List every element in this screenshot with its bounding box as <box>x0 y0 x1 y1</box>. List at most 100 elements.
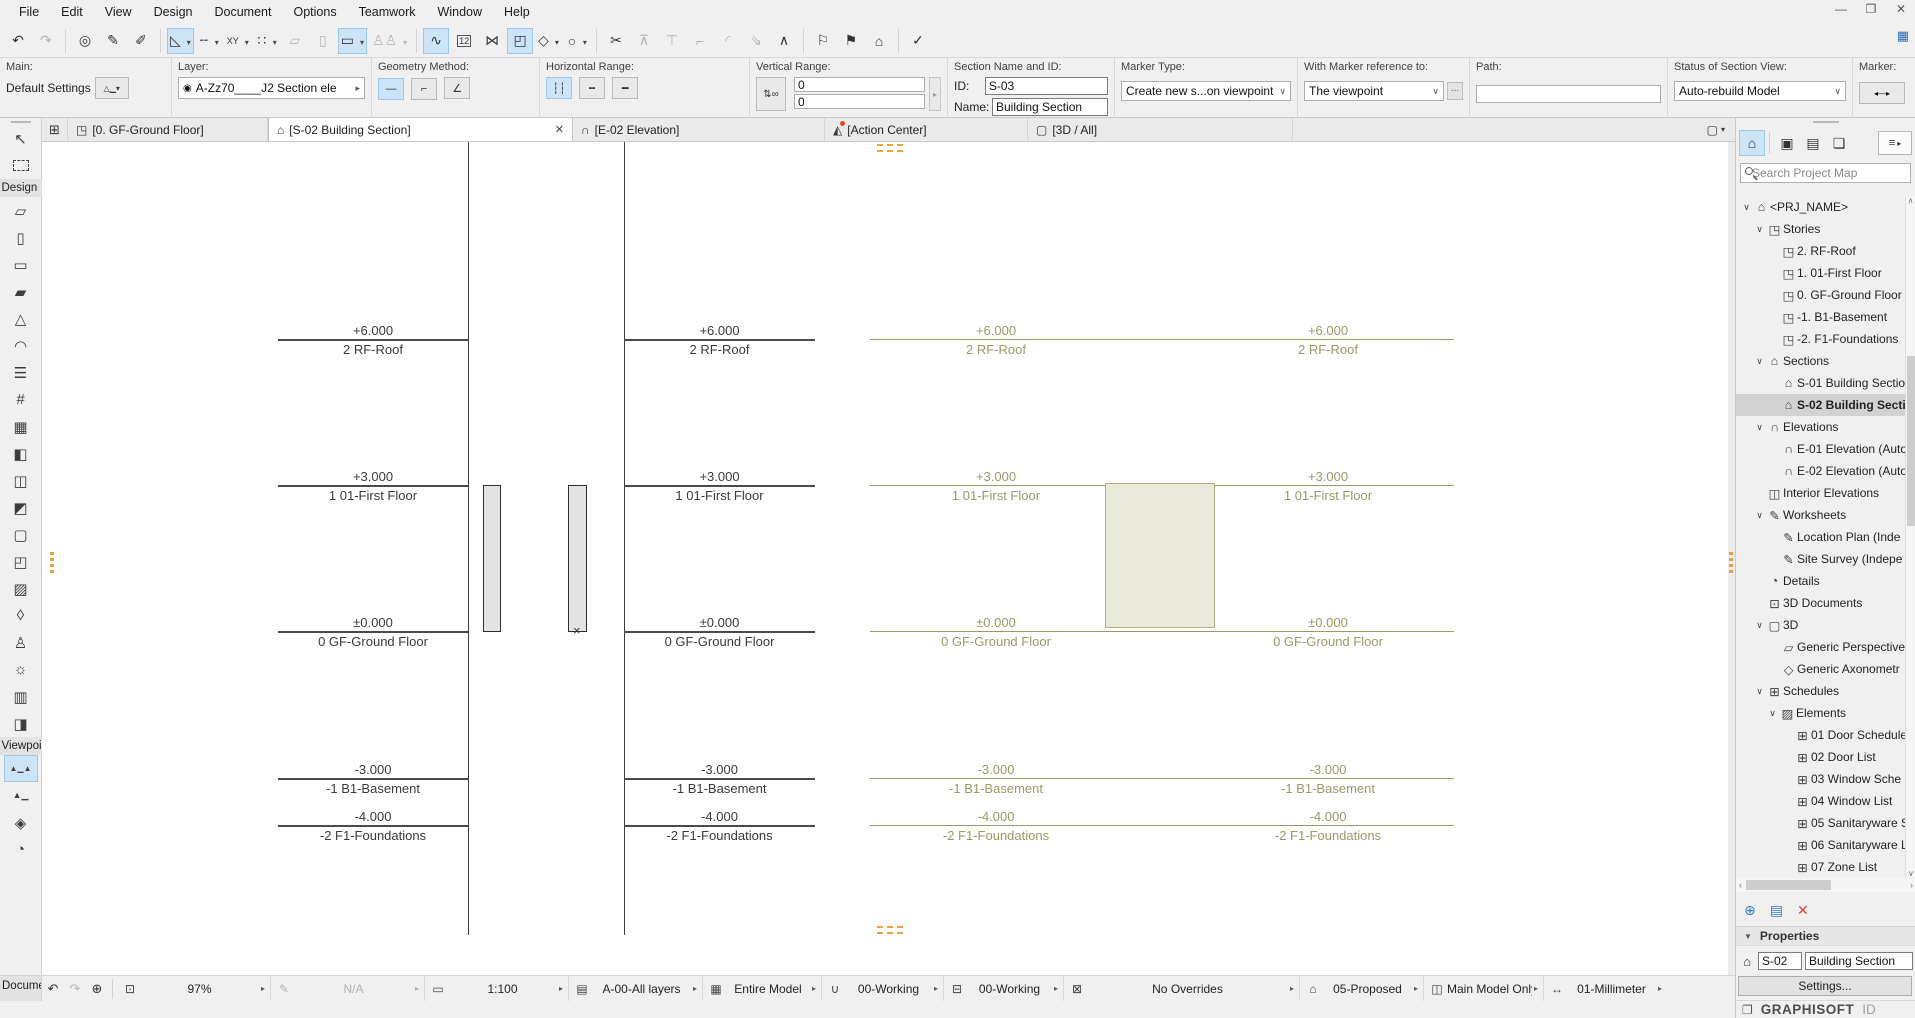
redo-button[interactable]: ↷ <box>33 28 59 54</box>
find-select-button[interactable]: ◎ <box>72 28 98 54</box>
pen-set-control[interactable]: ∪ 00-Working ▸ <box>822 976 944 1001</box>
stretch-button[interactable]: ⋈ <box>479 28 505 54</box>
tree-item-sanitaryware-list[interactable]: ⊞ 06 Sanitaryware L <box>1736 834 1906 856</box>
snap-grid-button[interactable]: ∷ <box>254 28 280 54</box>
expander-icon[interactable]: ∨ <box>1743 201 1750 212</box>
menu-options[interactable]: Options <box>293 5 337 19</box>
palette-grip-left[interactable] <box>50 552 54 574</box>
circle-tool-button[interactable]: ○ <box>564 28 590 54</box>
expander-icon[interactable]: ∨ <box>1756 509 1763 520</box>
guide-lines-button[interactable]: ╌ <box>196 28 222 54</box>
tool-opening[interactable]: ▢ <box>6 521 36 548</box>
tree-item-3d[interactable]: ∨ ▢ 3D <box>1736 614 1906 636</box>
tree-item-elements[interactable]: ∨ ▨ Elements <box>1736 702 1906 724</box>
menu-help[interactable]: Help <box>504 5 530 19</box>
extend-button[interactable]: ⌐ <box>687 28 713 54</box>
view-back-button[interactable]: ↶ <box>47 980 59 996</box>
tool-elevation[interactable]: ▲▁ <box>6 782 36 809</box>
layer-combination-control[interactable]: ▤ A-00-All layers ▸ <box>569 976 703 1001</box>
toolbox-group-viewpoint[interactable]: Viewpoi <box>0 737 42 755</box>
tree-item-generic-perspective[interactable]: ▱ Generic Perspective <box>1736 636 1906 658</box>
close-button[interactable]: ✕ <box>1895 2 1907 16</box>
drawing-area[interactable]: +6.000 2 RF-Roof +3.000 1 01-First Floor… <box>42 142 1728 975</box>
publisher-button[interactable]: ❏ <box>1826 130 1852 156</box>
level-line-olive[interactable] <box>870 339 1454 340</box>
project-map-button[interactable]: ⌂ <box>1739 130 1765 156</box>
model-compare-control[interactable]: ◫ Main Model Only ▸ <box>1424 976 1544 1001</box>
tree-item-sanitaryware-schedule[interactable]: ⊞ 05 Sanitaryware S <box>1736 812 1906 834</box>
tree-item-site-survey[interactable]: ✎ Site Survey (Indepe <box>1736 548 1906 570</box>
level-line[interactable] <box>624 631 815 633</box>
tool-section[interactable]: ▲▁▲ <box>3 755 38 782</box>
expander-icon[interactable]: ∨ <box>1756 223 1763 234</box>
zoom-in-button[interactable]: ⊕ <box>91 980 103 996</box>
palette-grip[interactable] <box>1812 121 1839 123</box>
hrange-infinite-button[interactable]: ┆┆ <box>546 77 572 99</box>
undo-button[interactable]: ↶ <box>5 28 31 54</box>
pen-weight-control[interactable]: ✎ N/A ▸ <box>271 976 425 1001</box>
section-column[interactable] <box>568 485 587 632</box>
level-line[interactable] <box>624 485 815 487</box>
inject-parameters-button[interactable]: ✐ <box>128 28 154 54</box>
marker-ref-combo[interactable]: The viewpoint ∨ <box>1304 81 1444 101</box>
path-input[interactable] <box>1476 85 1661 103</box>
tree-item-schedules[interactable]: ∨ ⊞ Schedules <box>1736 680 1906 702</box>
tool-column[interactable]: ▯ <box>6 224 36 251</box>
pickup-parameters-button[interactable]: ✎ <box>100 28 126 54</box>
layer-combo[interactable]: ◉ A-Zz70____J2 Section ele ▸ <box>178 77 365 99</box>
teamwork-user-button[interactable]: ♙◰↶♙ <box>369 28 410 54</box>
menu-edit[interactable]: Edit <box>61 5 83 19</box>
level-line[interactable] <box>278 825 468 827</box>
route-button[interactable]: ∿ <box>423 27 450 54</box>
tab-e02-elevation[interactable]: ∩ [E-02 Elevation] <box>573 118 825 141</box>
tree-item-stories[interactable]: ∨ ◳ Stories <box>1736 218 1906 240</box>
tree-item-story-basement[interactable]: ◳ -1. B1-Basement <box>1736 306 1906 328</box>
virtual-trace-button[interactable]: ▯ <box>310 28 336 54</box>
tool-select[interactable]: ↖ <box>6 125 36 152</box>
marquee-frame-button[interactable]: ▭ <box>337 27 368 54</box>
label-flag-button[interactable]: ⚐ <box>810 28 836 54</box>
status-view-combo[interactable]: Auto-rebuild Model ∨ <box>1674 81 1846 101</box>
dimension-button[interactable]: 12 <box>451 28 477 54</box>
dimension-standard-control[interactable]: ↔ 01-Millimeter ▸ <box>1544 976 1667 1001</box>
palette-grip-right[interactable] <box>1729 552 1733 574</box>
tool-interior-elevation[interactable]: ◈ <box>6 809 36 836</box>
scroll-left-icon[interactable]: ‹ <box>1739 880 1742 890</box>
tab-list-dropdown[interactable]: ▢ ▾ <box>1697 118 1735 141</box>
tool-morph[interactable]: ◊ <box>6 602 36 629</box>
level-line[interactable] <box>624 778 815 780</box>
minimize-button[interactable]: — <box>1835 2 1847 16</box>
tool-roof[interactable]: △ <box>6 305 36 332</box>
tree-item-interior-elevations[interactable]: ◫ Interior Elevations <box>1736 482 1906 504</box>
marker-preview-button[interactable]: ◂—▸ <box>1859 82 1905 104</box>
tool-object[interactable]: ♙ <box>6 629 36 656</box>
level-line-olive[interactable] <box>870 631 1454 632</box>
level-line[interactable] <box>278 631 468 633</box>
new-viewpoint-button[interactable]: ⊕ <box>1744 901 1756 918</box>
tool-detail[interactable]: ◔ <box>6 836 36 863</box>
toolbox-group-document-clipped[interactable]: Docume <box>0 976 42 1001</box>
vrange-expand-button[interactable]: ▸ <box>929 77 941 111</box>
tool-curtain-wall[interactable]: ▦ <box>6 413 36 440</box>
tool-panel[interactable]: ◨ <box>6 710 36 737</box>
tracker-button[interactable]: XY <box>224 28 252 54</box>
tab-close-icon[interactable]: ✕ <box>554 124 564 136</box>
level-line-olive[interactable] <box>870 825 1454 826</box>
hrange-limited-button[interactable]: ╍ <box>579 77 606 99</box>
settings-button[interactable]: Settings... <box>1738 976 1912 996</box>
tree-item-e01[interactable]: ∩ E-01 Elevation (Auto <box>1736 438 1906 460</box>
tree-item-location-plan[interactable]: ✎ Location Plan (Inde <box>1736 526 1906 548</box>
tree-item-details[interactable]: ◔ Details <box>1736 570 1906 592</box>
tree-vertical-scrollbar[interactable]: ∧ ∨ <box>1905 196 1915 878</box>
tree-item-window-schedule[interactable]: ⊞ 03 Window Sche <box>1736 768 1906 790</box>
tool-wall[interactable]: ▱ <box>6 197 36 224</box>
maximize-button[interactable]: ❐ <box>1865 2 1877 16</box>
tree-horizontal-scrollbar[interactable]: ‹ › <box>1736 878 1915 892</box>
tab-overview-button[interactable]: ⊞ <box>42 118 68 141</box>
scale-control[interactable]: ▭ 1:100 ▸ <box>425 976 569 1001</box>
layout-book-button[interactable]: ▤ <box>1800 130 1826 156</box>
window-stack-icon[interactable]: ❐ <box>1742 1002 1753 1017</box>
tool-marquee[interactable] <box>6 152 36 179</box>
tree-item-story-first-floor[interactable]: ◳ 1. 01-First Floor <box>1736 262 1906 284</box>
tree-item-story-foundations[interactable]: ◳ -2. F1-Foundations <box>1736 328 1906 350</box>
